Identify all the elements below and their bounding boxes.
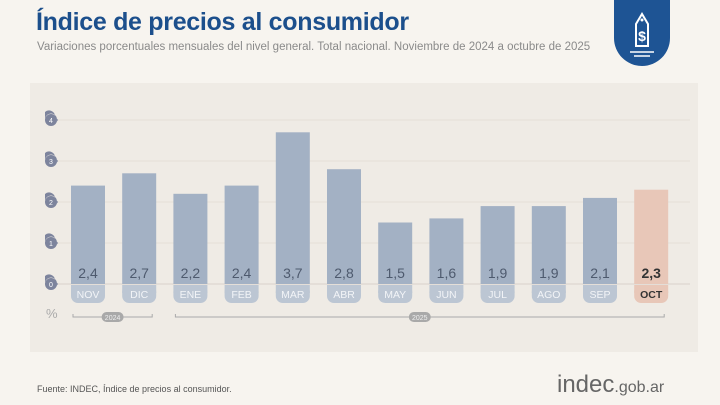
year-badge: [408, 312, 431, 322]
y-tick-circle: [45, 155, 57, 167]
bar-may: [378, 222, 413, 284]
y-tick-badge: [44, 233, 58, 247]
source-note: Fuente: INDEC, Índice de precios al cons…: [37, 384, 232, 394]
month-pill-top: [173, 285, 208, 293]
data-label: 3,7: [283, 265, 303, 281]
price-tag-dollar-icon: $: [614, 0, 670, 66]
month-pill-top: [531, 285, 566, 293]
data-label: 2,4: [232, 265, 252, 281]
data-label: 1,9: [539, 265, 559, 281]
bar-abr: [327, 169, 361, 284]
data-label: 2,4: [78, 265, 98, 281]
y-tick-label: 3: [49, 159, 53, 166]
bar-mar: [275, 132, 310, 284]
year-label: 2025: [412, 315, 428, 322]
data-label: 2,8: [334, 265, 354, 281]
y-tick-badge: [44, 151, 58, 165]
y-tick-badge: [44, 110, 58, 124]
data-label: 2,7: [129, 265, 149, 281]
data-label: 2,1: [590, 265, 610, 281]
bar-jun: [429, 218, 464, 284]
y-tick-label: 4: [49, 118, 53, 125]
month-pill-top: [480, 285, 515, 293]
x-tick-label: NOV: [77, 289, 100, 301]
x-tick-label: DIC: [130, 289, 149, 301]
y-tick-badge: [44, 192, 58, 206]
bar-feb: [224, 185, 259, 284]
month-pill-top: [378, 285, 413, 293]
x-tick-label: SEP: [589, 289, 610, 301]
data-label: 1,5: [385, 265, 405, 281]
bar-ene: [173, 193, 208, 284]
y-axis-unit: %: [46, 306, 58, 321]
bar-ago: [531, 206, 566, 284]
x-tick-label: AGO: [537, 289, 560, 301]
month-pill-top: [275, 285, 310, 293]
y-tick-label: 0: [49, 282, 53, 289]
svg-text:$: $: [638, 28, 646, 44]
y-tick-circle: [45, 278, 57, 290]
year-label: 2024: [105, 315, 121, 322]
bar-nov: [71, 185, 105, 284]
data-label: 2,3: [641, 265, 661, 281]
x-tick-label: MAY: [384, 289, 406, 301]
x-tick-label: ABR: [333, 289, 355, 301]
month-pill-top: [71, 285, 105, 293]
y-tick-circle: [45, 196, 57, 208]
data-label: 1,6: [437, 265, 457, 281]
x-tick-label: JUN: [436, 289, 456, 301]
x-tick-label: ENE: [180, 289, 202, 301]
bar-sep: [583, 197, 617, 284]
month-pill-top: [224, 285, 259, 293]
x-tick-label: JUL: [488, 289, 507, 301]
x-tick-label: MAR: [281, 289, 305, 301]
x-tick-label: FEB: [231, 289, 251, 301]
bar-dic: [122, 173, 157, 284]
bar-jul: [480, 206, 515, 284]
data-label: 1,9: [488, 265, 508, 281]
page-title: Índice de precios al consumidor: [36, 8, 409, 36]
month-pill-top: [583, 285, 617, 293]
y-tick-label: 2: [49, 200, 53, 207]
month-pill-top: [122, 285, 157, 293]
x-tick-label: OCT: [640, 289, 663, 301]
y-tick-circle: [45, 237, 57, 249]
bar-oct: [634, 189, 669, 284]
page-subtitle: Variaciones porcentuales mensuales del n…: [37, 41, 591, 53]
indec-logo[interactable]: indec.gob.ar: [557, 371, 665, 398]
y-tick-circle: [45, 114, 57, 126]
data-label: 2,2: [181, 265, 201, 281]
y-tick-label: 1: [49, 241, 53, 248]
month-pill-top: [327, 285, 361, 293]
month-pill-top: [634, 285, 669, 293]
month-pill-top: [429, 285, 464, 293]
year-badge: [101, 312, 124, 322]
y-tick-badge: [44, 274, 58, 288]
